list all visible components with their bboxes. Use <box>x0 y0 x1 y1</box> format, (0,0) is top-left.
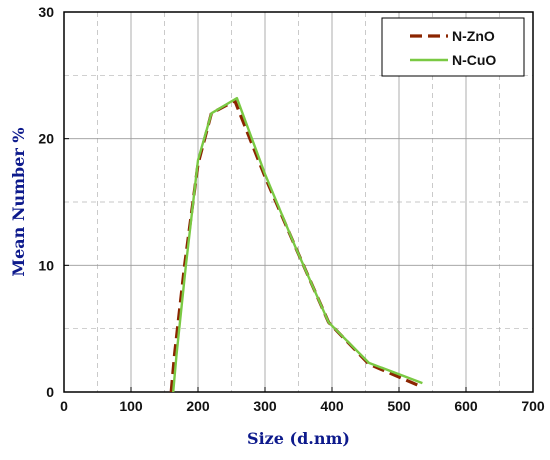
x-tick-label: 200 <box>186 398 210 414</box>
x-tick-label: 0 <box>60 398 68 414</box>
x-tick-label: 100 <box>119 398 143 414</box>
legend-label-n-cuo: N-CuO <box>452 52 496 68</box>
x-tick-label: 300 <box>253 398 277 414</box>
series-lines <box>169 96 423 393</box>
legend-label-n-zno: N-ZnO <box>452 28 495 44</box>
legend: N-ZnO N-CuO <box>381 17 525 77</box>
y-tick-label: 0 <box>46 384 54 400</box>
x-tick-label: 700 <box>521 398 545 414</box>
y-tick-label: 20 <box>38 131 54 147</box>
y-axis-title: Mean Number % <box>9 127 28 276</box>
y-tick-label: 10 <box>38 257 54 273</box>
legend-box <box>381 17 525 77</box>
x-tick-label: 400 <box>320 398 344 414</box>
axis-ticks: 0 100 200 300 400 500 600 700 0 10 20 30 <box>38 4 544 414</box>
x-tick-label: 500 <box>387 398 411 414</box>
x-tick-label: 600 <box>454 398 478 414</box>
y-tick-label: 30 <box>38 4 54 20</box>
x-axis-title: Size (d.nm) <box>247 429 350 448</box>
plot-frame <box>63 11 534 393</box>
series-line-n-cuo <box>172 96 423 393</box>
